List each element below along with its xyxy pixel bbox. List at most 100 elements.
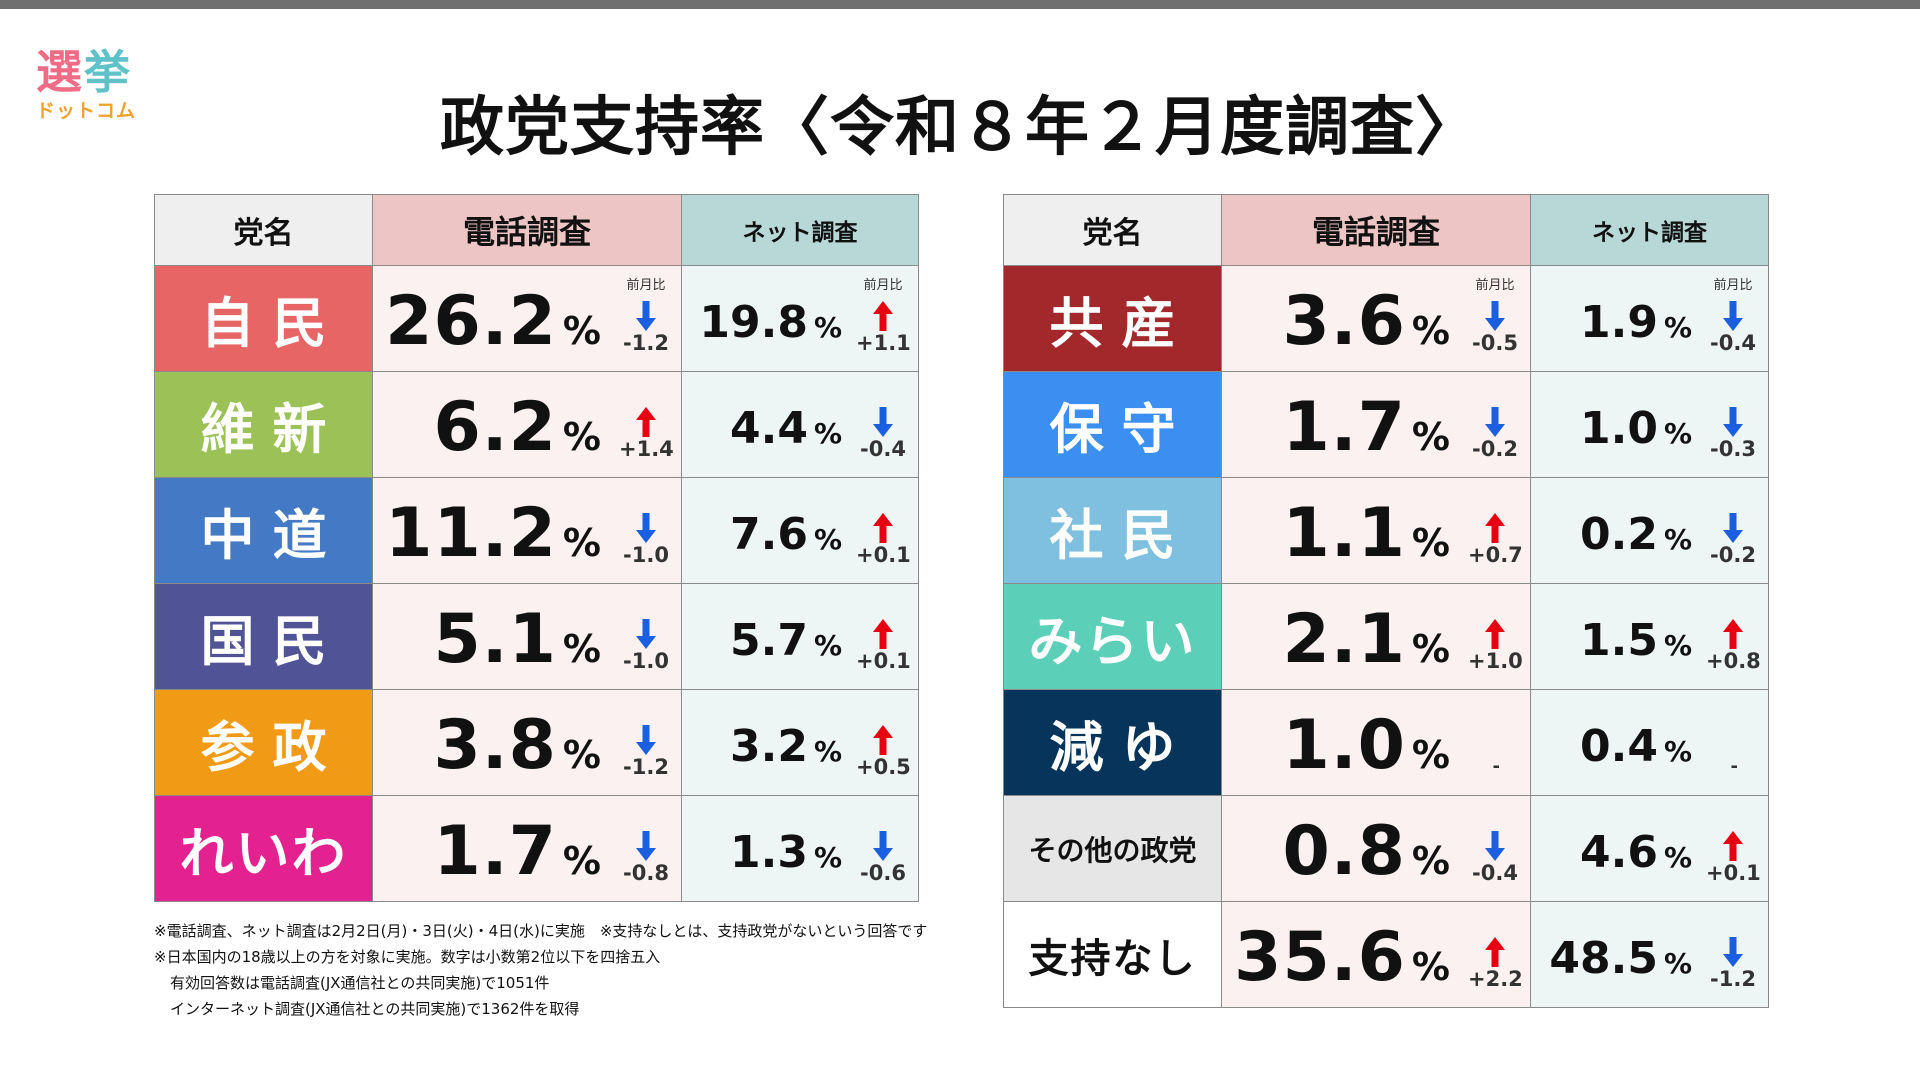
support-table-left: 党名 電話調査 ネット調査 自民 26.2% 前月比 -1.2 19.8% 前月比 +1.1…: [154, 194, 919, 902]
net-rate-value: 1.3%: [730, 828, 842, 878]
page-title: 政党支持率〈令和８年２月度調査〉: [440, 91, 1480, 165]
rate-number: 35.6: [1234, 918, 1406, 997]
percent-unit: %: [562, 521, 601, 565]
month-change: +2.2: [1468, 914, 1523, 991]
month-change: -0.3: [1706, 384, 1760, 461]
rate-number: 19.8: [699, 297, 808, 348]
footnotes: ※電話調査、ネット調査は2月2日(月)・3日(火)・4日(水)に実施 ※支持なし…: [154, 918, 974, 1022]
net-rate-value: 0.4%: [1580, 722, 1692, 772]
month-change: +0.1: [1706, 808, 1761, 885]
table-row: みらい 2.1% +1.0 1.5% +0.8: [1003, 583, 1769, 690]
logo-character-kyo: 挙: [84, 45, 130, 99]
arrow-down-icon: [636, 619, 656, 649]
net-rate-value: 1.0%: [1580, 404, 1692, 454]
arrow-up-icon: [636, 407, 656, 437]
left-table-body: 自民 26.2% 前月比 -1.2 19.8% 前月比 +1.1 維新 6.2% +1.4 4.4%…: [154, 265, 919, 902]
rate-number: 1.0: [1579, 403, 1658, 454]
rate-number: 26.2: [385, 282, 557, 361]
table-row: 自民 26.2% 前月比 -1.2 19.8% 前月比 +1.1: [154, 265, 919, 372]
arrow-up-icon: [1723, 619, 1743, 649]
percent-unit: %: [1411, 521, 1450, 565]
party-name-cell: れいわ: [154, 795, 373, 902]
prev-month-label: 前月比: [626, 278, 666, 293]
change-value: -0.4: [1710, 331, 1756, 355]
rate-number: 1.9: [1579, 297, 1658, 348]
party-name-cell: 減ゆ: [1003, 689, 1222, 796]
arrow-up-icon: [873, 513, 893, 543]
percent-unit: %: [813, 417, 842, 450]
net-survey-cell: 1.3% -0.6: [681, 795, 919, 902]
table-row: その他の政党 0.8% -0.4 4.6% +0.1: [1003, 795, 1769, 902]
rate-number: 48.5: [1549, 933, 1658, 984]
arrow-up-icon: [1485, 937, 1505, 967]
phone-survey-cell: 0.8% -0.4: [1221, 795, 1531, 902]
month-change: 前月比 -0.4: [1706, 278, 1760, 355]
net-rate-value: 1.5%: [1580, 616, 1692, 666]
phone-survey-cell: 26.2% 前月比 -1.2: [372, 265, 682, 372]
footnote-methodology: ※日本国内の18歳以上の方を対象に実施。数字は小数第2位以下を四捨五入: [154, 948, 661, 966]
party-name-cell: その他の政党: [1003, 795, 1222, 902]
party-name-cell: 保守: [1003, 371, 1222, 478]
net-rate-value: 7.6%: [730, 510, 842, 560]
table-row: 参政 3.8% -1.2 3.2% +0.5: [154, 689, 919, 796]
month-change: 前月比 -0.5: [1468, 278, 1522, 355]
table-row: 保守 1.7% -0.2 1.0% -0.3: [1003, 371, 1769, 478]
table-row: 減ゆ 1.0% - 0.4% -: [1003, 689, 1769, 796]
net-rate-value: 19.8%: [699, 298, 842, 348]
percent-unit: %: [562, 627, 601, 671]
phone-rate-value: 1.7%: [1282, 394, 1450, 462]
phone-rate-value: 2.1%: [1282, 606, 1450, 674]
arrow-down-icon: [1485, 831, 1505, 861]
percent-unit: %: [1663, 523, 1692, 556]
senkyo-dotcom-logo[interactable]: 選 挙 ドットコム: [36, 46, 146, 136]
phone-rate-value: 3.6%: [1282, 288, 1450, 356]
phone-survey-cell: 1.7% -0.8: [372, 795, 682, 902]
no-change-dash: -: [1730, 756, 1738, 777]
phone-survey-cell: 2.1% +1.0: [1221, 583, 1531, 690]
rate-number: 0.8: [1282, 812, 1406, 891]
change-value: -0.4: [860, 437, 906, 461]
header-party-name: 党名: [154, 194, 373, 266]
phone-survey-cell: 1.7% -0.2: [1221, 371, 1531, 478]
month-change: +0.7: [1468, 490, 1523, 567]
change-value: -0.2: [1710, 543, 1756, 567]
change-value: +0.1: [1706, 861, 1761, 885]
net-survey-cell: 4.4% -0.4: [681, 371, 919, 478]
no-change-dash: -: [1492, 756, 1500, 777]
net-rate-value: 5.7%: [730, 616, 842, 666]
rate-number: 1.3: [729, 827, 808, 878]
rate-number: 0.4: [1579, 721, 1658, 772]
party-name-cell: 国民: [154, 583, 373, 690]
net-survey-cell: 3.2% +0.5: [681, 689, 919, 796]
change-value: +0.1: [856, 543, 911, 567]
arrow-up-icon: [1723, 831, 1743, 861]
change-value: -0.4: [1472, 861, 1518, 885]
month-change: +0.5: [856, 702, 911, 779]
month-change: -0.2: [1706, 490, 1760, 567]
phone-survey-cell: 1.1% +0.7: [1221, 477, 1531, 584]
table-row: 支持なし 35.6% +2.2 48.5% -1.2: [1003, 901, 1769, 1008]
month-change: -0.4: [1468, 808, 1522, 885]
net-survey-cell: 0.2% -0.2: [1530, 477, 1769, 584]
phone-rate-value: 26.2%: [385, 288, 601, 356]
arrow-down-icon: [1723, 301, 1743, 331]
rate-number: 1.1: [1282, 494, 1406, 573]
arrow-down-icon: [1723, 407, 1743, 437]
net-rate-value: 1.9%: [1580, 298, 1692, 348]
party-name-cell: みらい: [1003, 583, 1222, 690]
footnote-net-sample: インターネット調査(JX通信社との共同実施)で1362件を取得: [170, 1000, 580, 1018]
rate-number: 4.6: [1579, 827, 1658, 878]
phone-survey-cell: 3.8% -1.2: [372, 689, 682, 796]
percent-unit: %: [562, 839, 601, 883]
arrow-up-icon: [1485, 619, 1505, 649]
rate-number: 7.6: [729, 509, 808, 560]
party-name-cell: 共産: [1003, 265, 1222, 372]
logo-character-sen: 選: [36, 45, 82, 99]
party-name-cell: 自民: [154, 265, 373, 372]
phone-rate-value: 1.7%: [433, 818, 601, 886]
table-row: 国民 5.1% -1.0 5.7% +0.1: [154, 583, 919, 690]
top-bar: [0, 0, 1920, 9]
header-net-survey: ネット調査: [1530, 194, 1769, 266]
header-net-survey: ネット調査: [681, 194, 919, 266]
net-survey-cell: 0.4% -: [1530, 689, 1769, 796]
